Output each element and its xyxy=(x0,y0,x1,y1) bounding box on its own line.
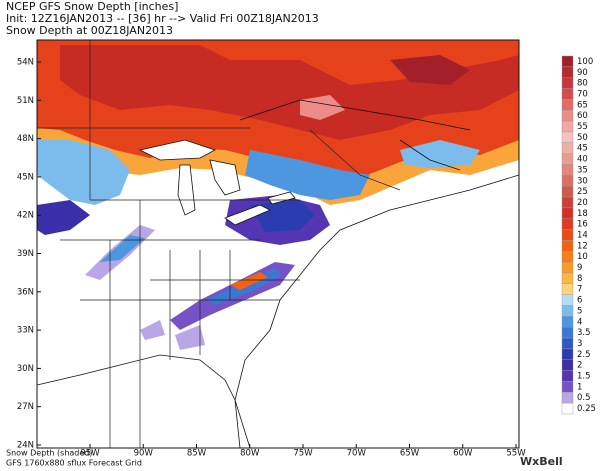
legend-swatch xyxy=(561,294,574,306)
legend-label: 30 xyxy=(577,176,588,186)
footer-text: Snow Depth (shaded) xyxy=(6,449,93,458)
legend-swatch xyxy=(561,110,574,122)
legend-label: 45 xyxy=(577,144,588,154)
latitude-label: 39N xyxy=(17,249,34,259)
legend-label: 18 xyxy=(577,209,588,219)
legend-swatch xyxy=(561,381,574,393)
legend-swatch xyxy=(561,316,574,328)
legend-label: 80 xyxy=(577,79,588,89)
subtitle: Init: 12Z16JAN2013 -- [36] hr --> Valid … xyxy=(6,12,319,25)
legend-label: 1.5 xyxy=(577,372,591,382)
legend-swatch xyxy=(561,131,574,143)
legend-label: 6 xyxy=(577,296,582,306)
longitude-label: 75W xyxy=(293,449,313,459)
legend-label: 60 xyxy=(577,111,588,121)
legend-label: 90 xyxy=(577,68,588,78)
longitude-label: 90W xyxy=(134,449,154,459)
legend-swatch xyxy=(561,359,574,371)
latitude-label: 24N xyxy=(17,441,34,451)
latitude-label: 42N xyxy=(17,211,34,221)
legend-swatch xyxy=(561,261,574,274)
longitude-labels: 95W 90W 85W 80W 75W 70W 65W 60W 55W xyxy=(80,444,526,459)
legend-label: 8 xyxy=(577,274,582,284)
longitude-label: 55W xyxy=(506,449,526,459)
longitude-label: 60W xyxy=(453,449,473,459)
subtitle: Snow Depth at 00Z18JAN2013 xyxy=(6,24,173,37)
legend-swatch xyxy=(561,120,574,133)
legend-swatch xyxy=(561,175,574,187)
legend-label: 65 xyxy=(577,100,588,110)
legend-swatch xyxy=(561,77,574,89)
legend-label: 0.5 xyxy=(577,393,591,403)
legend-swatch xyxy=(561,305,574,317)
legend-label: 25 xyxy=(577,187,588,197)
legend-label: 10 xyxy=(577,252,588,262)
legend-swatch xyxy=(561,348,574,360)
legend-swatch xyxy=(561,196,574,209)
longitude-label: 65W xyxy=(400,449,420,459)
legend-label: 3 xyxy=(577,339,582,349)
legend-swatch xyxy=(561,240,574,252)
legend-label: 20 xyxy=(577,198,588,208)
legend-swatch xyxy=(561,153,574,165)
legend-swatch xyxy=(561,142,574,154)
legend-swatch xyxy=(561,88,574,100)
legend: 1009080706560555045403530252018161412109… xyxy=(561,55,596,415)
legend-swatch xyxy=(561,207,574,219)
legend-swatch xyxy=(561,402,574,415)
legend-swatch xyxy=(561,164,574,176)
longitude-label: 85W xyxy=(187,449,207,459)
legend-swatch xyxy=(561,218,574,230)
legend-label: 4 xyxy=(577,317,582,327)
latitude-label: 33N xyxy=(17,326,34,336)
latitude-label: 54N xyxy=(17,58,34,68)
map xyxy=(37,40,519,448)
legend-swatch xyxy=(561,99,574,111)
legend-label: 40 xyxy=(577,155,588,165)
legend-swatch xyxy=(561,272,574,285)
legend-swatch xyxy=(561,392,574,404)
latitude-label: 48N xyxy=(17,134,34,144)
title: NCEP GFS Snow Depth [inches] xyxy=(6,0,178,13)
legend-swatch xyxy=(561,370,574,382)
legend-swatch xyxy=(561,55,574,68)
legend-swatch xyxy=(561,66,574,78)
latitude-labels: 54N 51N 48N 45N 42N 39N 36N 33N 30N 27N 24N xyxy=(17,58,41,451)
legend-label: 16 xyxy=(577,220,588,230)
legend-label: 35 xyxy=(577,165,588,175)
legend-label: 12 xyxy=(577,241,588,251)
legend-swatch xyxy=(561,185,574,198)
legend-label: 2 xyxy=(577,361,582,371)
legend-label: 70 xyxy=(577,89,588,99)
longitude-label: 70W xyxy=(347,449,367,459)
legend-label: 5 xyxy=(577,306,582,316)
legend-label: 7 xyxy=(577,285,582,295)
legend-swatch xyxy=(561,327,574,339)
legend-label: 55 xyxy=(577,122,588,132)
map-frame xyxy=(36,39,520,449)
legend-label: 0.25 xyxy=(577,404,596,414)
legend-swatch xyxy=(561,283,574,295)
legend-label: 2.5 xyxy=(577,350,591,360)
legend-swatch xyxy=(561,229,574,241)
legend-swatch xyxy=(561,337,574,350)
longitude-label: 80W xyxy=(240,449,260,459)
latitude-label: 51N xyxy=(17,96,34,106)
longitude-label: 95W xyxy=(80,449,100,459)
legend-label: 100 xyxy=(577,57,593,67)
legend-label: 9 xyxy=(577,263,582,273)
legend-swatch xyxy=(561,251,574,263)
latitude-label: 36N xyxy=(17,287,34,297)
logo: WxBell xyxy=(520,455,563,468)
latitude-label: 27N xyxy=(17,402,34,412)
latitude-label: 30N xyxy=(17,364,34,374)
legend-label: 50 xyxy=(577,133,588,143)
legend-label: 14 xyxy=(577,231,588,241)
footer-text: GFS 1760x880 sflux Forecast Grid xyxy=(6,459,142,468)
legend-label: 3.5 xyxy=(577,328,591,338)
latitude-label: 45N xyxy=(17,172,34,182)
legend-label: 1 xyxy=(577,382,582,392)
